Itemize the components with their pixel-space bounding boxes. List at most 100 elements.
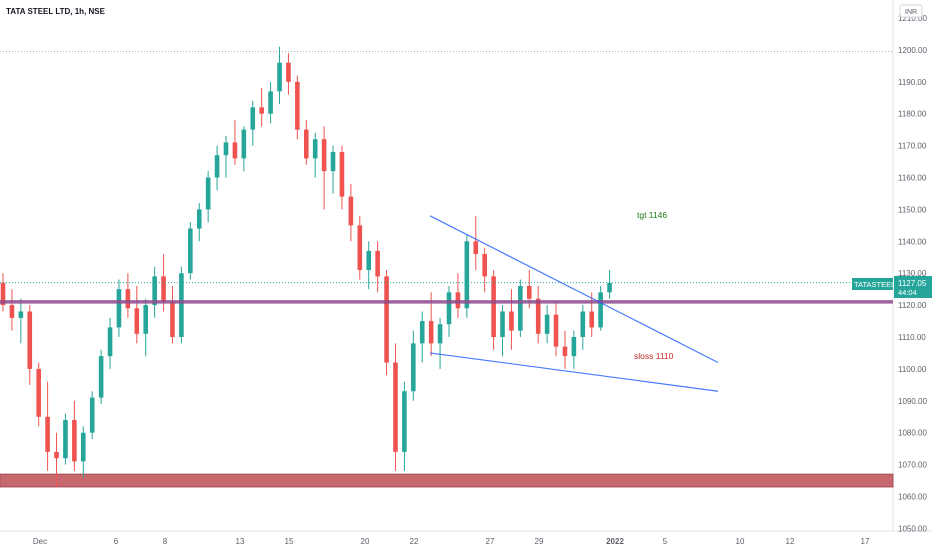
symbol-tag-text: TATASTEEL: [854, 280, 895, 289]
stoploss-annotation: sloss 1110: [634, 351, 674, 361]
y-tick-label: 1100.00: [898, 365, 927, 374]
candle: [134, 285, 140, 344]
candle: [553, 301, 559, 357]
candlestick-series: [0, 46, 612, 487]
symbol-tag: [852, 278, 893, 290]
currency-badge-box[interactable]: [899, 4, 923, 18]
candle: [107, 317, 113, 369]
candle: [277, 46, 282, 105]
candle-body: [375, 250, 380, 277]
candle: [607, 270, 612, 299]
y-tick-label: 1120.00: [898, 301, 927, 310]
candle: [223, 136, 229, 178]
candle-body: [223, 142, 229, 156]
candle: [473, 215, 479, 271]
x-tick-label: 12: [786, 537, 795, 546]
candle: [518, 279, 523, 337]
candle: [464, 234, 470, 318]
y-tick-label: 1050.00: [898, 524, 927, 533]
candle: [589, 292, 595, 337]
y-axis-ticks: 1050.00 1060.00 1070.00 1080.00 1090.00 1100.…: [898, 14, 927, 533]
candle: [402, 381, 407, 471]
candle-body: [303, 129, 309, 159]
candle-body: [321, 139, 327, 172]
candle-body: [45, 416, 50, 452]
candle: [214, 145, 220, 191]
price-tag-countdown: 44:04: [898, 288, 917, 297]
candle-body: [9, 305, 15, 318]
candle: [196, 203, 202, 242]
candle-body: [598, 292, 603, 328]
candle: [580, 305, 586, 350]
candle-body: [295, 81, 300, 130]
candle: [9, 289, 15, 331]
candle-body: [312, 139, 318, 159]
candle-body: [170, 301, 175, 337]
candle-body: [589, 311, 595, 328]
support-zone[interactable]: [0, 473, 894, 488]
candle-body: [518, 285, 523, 331]
candle-body: [80, 432, 86, 462]
candle-body: [562, 346, 568, 357]
y-tick-label: 1200.00: [898, 46, 927, 55]
candle: [562, 330, 568, 369]
y-tick-label: 1170.00: [898, 142, 927, 151]
candle-body: [241, 129, 247, 159]
candle: [259, 88, 264, 127]
candle-body: [205, 177, 211, 210]
candle-body: [339, 151, 345, 197]
x-tick-label: 2022: [606, 537, 624, 546]
y-tick-label: 1110.00: [898, 333, 926, 342]
candle: [205, 171, 211, 223]
candle: [535, 285, 541, 344]
x-tick-label: 5: [663, 537, 668, 546]
candle-body: [482, 254, 487, 277]
candle: [27, 305, 33, 385]
candle: [232, 120, 238, 165]
candle: [143, 298, 149, 357]
candle-body: [607, 282, 612, 293]
candle: [80, 426, 86, 478]
candle-body: [188, 228, 193, 274]
candle-body: [18, 311, 24, 318]
candle-body: [54, 451, 59, 459]
candle: [491, 270, 496, 350]
candle-body: [116, 289, 122, 328]
candle-body: [72, 419, 77, 462]
candle-body: [161, 276, 166, 302]
y-tick-label: 1130.00: [898, 269, 927, 278]
candle: [179, 266, 184, 344]
candle-body: [544, 314, 550, 334]
candle-body: [196, 209, 202, 229]
candle: [411, 330, 416, 401]
candle-body: [366, 250, 372, 271]
candle-body: [268, 91, 273, 114]
candle-body: [393, 362, 398, 452]
candle-body: [134, 308, 140, 334]
y-tick-label: 1210.00: [898, 14, 927, 23]
candle-body: [214, 155, 220, 178]
candle-body: [330, 151, 336, 172]
candle-body: [89, 397, 95, 433]
candle: [357, 215, 363, 280]
candle: [393, 343, 398, 471]
candle: [152, 266, 157, 318]
candle: [188, 222, 193, 280]
candle: [312, 132, 318, 178]
candle: [18, 298, 24, 344]
candle-body: [232, 142, 238, 159]
y-tick-label: 1180.00: [898, 110, 927, 119]
candle-body: [419, 321, 425, 344]
candle-body: [473, 241, 479, 255]
candle-body: [357, 225, 363, 271]
x-tick-label: 27: [486, 537, 495, 546]
price-tag-value: 1127.05: [898, 279, 927, 288]
candle: [241, 126, 247, 172]
candle: [455, 273, 461, 318]
candle-body: [411, 343, 416, 392]
upper-trendline[interactable]: [429, 215, 719, 364]
lower-trendline[interactable]: [429, 352, 719, 392]
candle-body: [286, 62, 291, 82]
candle: [598, 285, 603, 331]
